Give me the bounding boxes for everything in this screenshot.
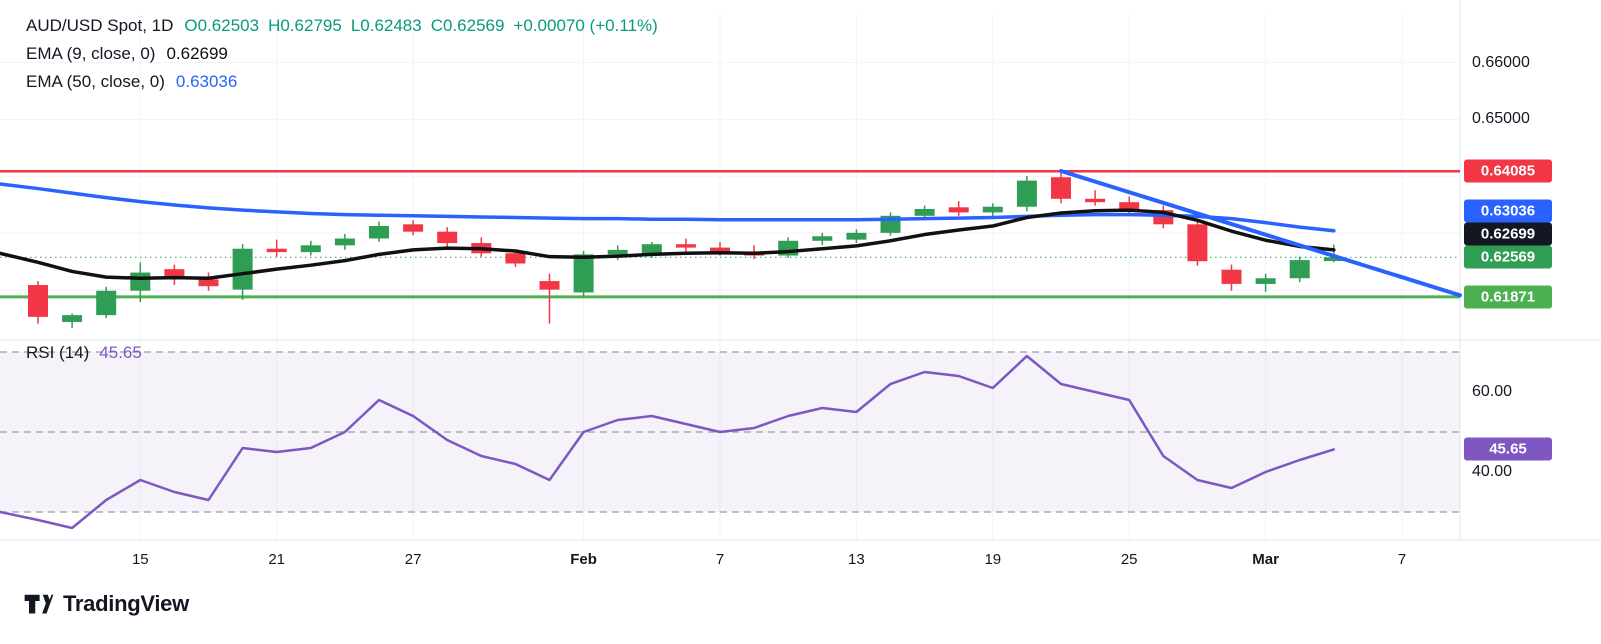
ema9-label[interactable]: EMA (9, close, 0): [26, 44, 156, 63]
brand: TradingView: [24, 590, 189, 617]
price-axis-badge: 0.62569: [1464, 245, 1552, 269]
tradingview-logo-icon[interactable]: [24, 590, 54, 617]
ohlc-high: H0.62795: [268, 16, 342, 35]
rsi-legend: RSI (14) 45.65: [26, 343, 142, 363]
rsi-axis-label: 40.00: [1472, 463, 1513, 480]
time-axis-label: 7: [715, 551, 725, 568]
price-axis-label: 0.65000: [1472, 110, 1530, 128]
rsi-label[interactable]: RSI (14): [26, 343, 90, 362]
symbol-title[interactable]: AUD/USD Spot, 1D: [26, 16, 174, 35]
price-axis-badge: 0.61871: [1464, 285, 1552, 309]
time-axis-label: 27: [404, 551, 422, 568]
ema50-row: EMA (50, close, 0) 0.63036: [26, 72, 658, 92]
rsi-axis-badge: 45.65: [1464, 437, 1552, 461]
price-axis-badge: 0.63036: [1464, 199, 1552, 223]
time-axis-label: 21: [268, 551, 286, 568]
symbol-row: AUD/USD Spot, 1D O0.62503 H0.62795 L0.62…: [26, 16, 658, 36]
ema50-label[interactable]: EMA (50, close, 0): [26, 72, 165, 91]
rsi-value: 45.65: [99, 343, 142, 362]
ohlc-close: C0.62569: [430, 16, 505, 35]
time-axis-label: 13: [848, 551, 865, 568]
ohlc-low: L0.62483: [350, 16, 422, 35]
time-axis-label: 7: [1397, 551, 1407, 568]
ema9-row: EMA (9, close, 0) 0.62699: [26, 44, 658, 64]
time-axis-label: 15: [131, 551, 149, 568]
ohlc-values: O0.62503 H0.62795 L0.62483 C0.62569 +0.0…: [184, 16, 657, 36]
time-axis-label: 19: [984, 551, 1002, 568]
rsi-axis-label: 60.00: [1472, 383, 1513, 400]
ema9-value: 0.62699: [166, 44, 228, 63]
ohlc-open: O0.62503: [184, 16, 260, 35]
price-axis-badge: 0.64085: [1464, 159, 1552, 183]
tradingview-wordmark[interactable]: TradingView: [63, 590, 189, 616]
time-axis-label: Mar: [1252, 551, 1279, 568]
time-axis-label: Feb: [570, 551, 597, 568]
time-axis-label: 25: [1120, 551, 1138, 568]
price-axis-label: 0.66000: [1472, 53, 1530, 71]
ohlc-change: +0.00070 (+0.11%): [513, 16, 658, 35]
ema50-value: 0.63036: [175, 72, 238, 91]
legend: AUD/USD Spot, 1D O0.62503 H0.62795 L0.62…: [26, 16, 658, 92]
price-axis-badge: 0.62699: [1464, 222, 1552, 246]
